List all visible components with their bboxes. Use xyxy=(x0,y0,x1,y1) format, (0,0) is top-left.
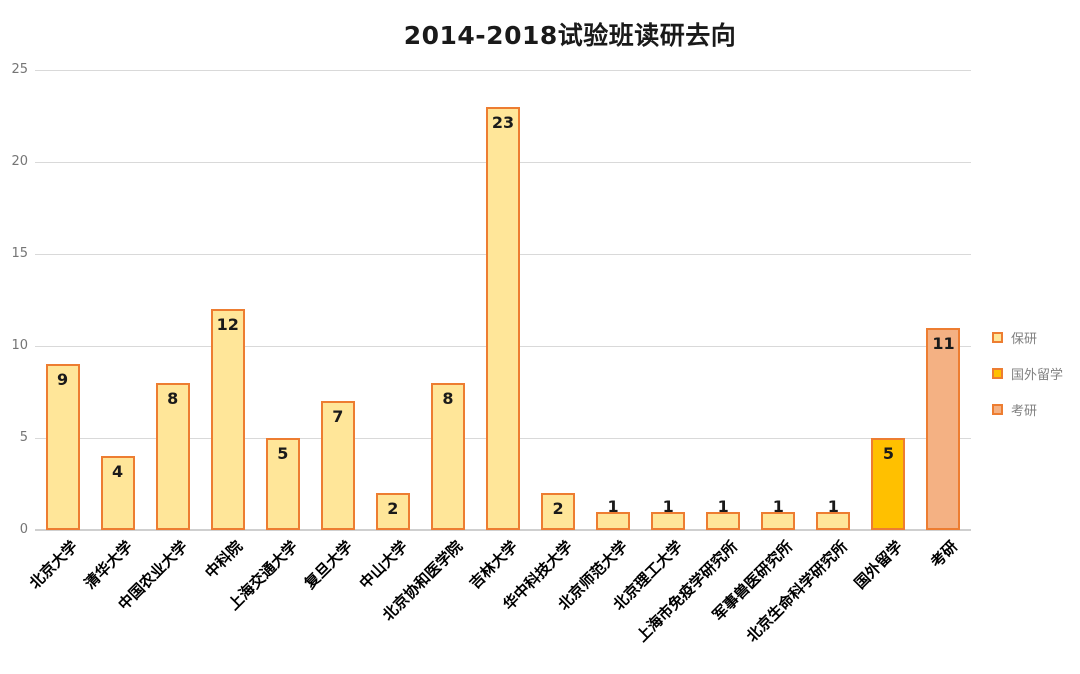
legend-label: 保研 xyxy=(1011,332,1038,347)
legend-swatch-icon xyxy=(992,404,1003,415)
bar-北京师范大学 xyxy=(596,511,631,530)
legend: 保研 国外留学 考研 xyxy=(992,328,1063,436)
bar-value-label: 8 xyxy=(167,388,179,408)
bar-中科院 xyxy=(210,309,245,530)
bar-value-label: 5 xyxy=(277,444,289,463)
bar-value-label: 11 xyxy=(932,333,955,353)
bar-清华大学 xyxy=(100,456,135,530)
bar-北京理工大学 xyxy=(651,511,686,530)
bar-value-label: 2 xyxy=(552,499,564,519)
bar-value-label: 1 xyxy=(827,496,839,516)
legend-item-考研: 考研 xyxy=(992,400,1063,419)
y-tick-label: 0 xyxy=(19,522,28,537)
bar-上海市免疫学研究所 xyxy=(706,511,741,530)
legend-item-保研: 保研 xyxy=(992,328,1063,347)
legend-swatch-icon xyxy=(992,332,1003,343)
bar-考研 xyxy=(926,327,961,530)
y-tick-label: 15 xyxy=(11,246,28,261)
bar-value-label: 23 xyxy=(491,112,515,132)
bar-中山大学 xyxy=(375,493,410,530)
bar-value-label: 1 xyxy=(662,496,674,516)
bar-value-label: 5 xyxy=(882,444,894,463)
legend-label: 考研 xyxy=(1011,404,1038,419)
bar-value-label: 2 xyxy=(387,499,399,519)
legend-item-国外留学: 国外留学 xyxy=(992,364,1063,383)
bar-北京协和医学院 xyxy=(430,382,465,530)
bar-军事兽医研究所 xyxy=(761,511,796,530)
bar-value-label: 4 xyxy=(112,462,124,482)
bar-value-label: 1 xyxy=(717,496,729,516)
y-tick-label: 25 xyxy=(11,62,28,77)
bar-复旦大学 xyxy=(320,401,355,530)
y-tick-label: 10 xyxy=(11,338,28,353)
y-tick-label: 20 xyxy=(11,154,28,169)
bar-value-label: 12 xyxy=(216,315,239,335)
bar-value-label: 7 xyxy=(332,407,344,427)
gridline-y-25 xyxy=(35,70,971,71)
bar-value-label: 1 xyxy=(772,496,784,516)
legend-swatch-icon xyxy=(992,368,1003,379)
bar-国外留学 xyxy=(871,438,906,530)
gridline-y-0 xyxy=(35,529,971,531)
bar-上海交通大学 xyxy=(265,438,300,530)
legend-label: 国外留学 xyxy=(1011,368,1064,383)
bar-华中科技大学 xyxy=(541,493,576,530)
y-tick-label: 5 xyxy=(19,430,28,445)
bar-北京生命科学研究所 xyxy=(816,511,851,530)
bar-value-label: 8 xyxy=(442,388,454,408)
bar-北京大学 xyxy=(45,364,80,530)
bar-value-label: 9 xyxy=(56,370,69,390)
bar-吉林大学 xyxy=(486,106,520,530)
chart-title: 2014-2018试验班读研去向 xyxy=(403,21,737,50)
bar-中国农业大学 xyxy=(155,382,190,530)
bar-value-label: 1 xyxy=(607,496,619,516)
plot-area: 9 4 8 12 5 7 2 8 23 2 1 1 1 1 1 5 11 xyxy=(35,70,971,531)
